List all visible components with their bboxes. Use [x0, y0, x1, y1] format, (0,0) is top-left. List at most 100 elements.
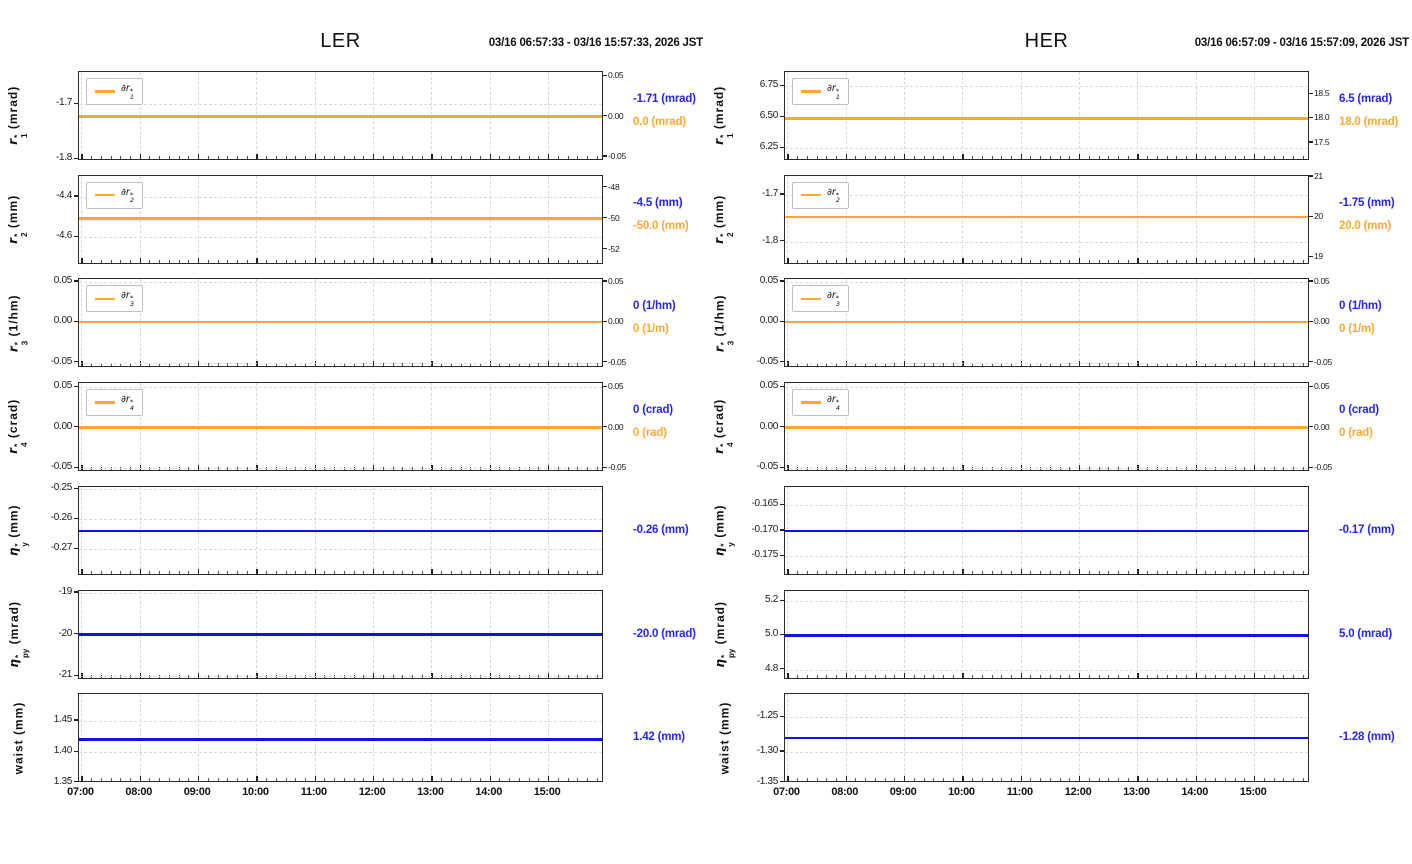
legend-label: ∂r * 1 [121, 83, 134, 101]
x-tick-mark [411, 674, 413, 678]
x-tick-mark [139, 568, 141, 574]
x-tick-mark [470, 363, 472, 367]
x-tick-mark [1254, 776, 1256, 782]
x-tick-mark [816, 674, 818, 678]
x-tick-mark [1254, 672, 1256, 678]
x-tick-mark [305, 778, 307, 782]
x-tick-mark [845, 568, 847, 574]
right-tick-mark [603, 115, 607, 117]
y-tick-label: -0.05 [50, 461, 73, 473]
x-tick-mark [285, 259, 287, 263]
x-tick-mark [1224, 570, 1226, 574]
x-tick-mark [178, 259, 180, 263]
legend-label: ∂r * 3 [121, 290, 134, 308]
x-tick-mark [178, 363, 180, 367]
x-tick-mark [411, 259, 413, 263]
x-tick-mark [1302, 570, 1304, 574]
y-axis-label: η * y (mm) [6, 504, 30, 557]
x-tick-mark [923, 778, 925, 782]
x-tick-mark [577, 156, 579, 159]
x-tick-mark [894, 570, 896, 574]
x-tick-mark [489, 672, 491, 678]
x-tick-mark [100, 156, 102, 159]
legend-box: ∂r * 2 [86, 181, 143, 209]
x-tick-label: 07:00 [67, 786, 94, 799]
x-tick-mark [1059, 778, 1061, 782]
x-tick-mark [538, 674, 540, 678]
y-tick-label: -0.26 [50, 512, 73, 524]
y-tick-label: 0.00 [759, 420, 779, 432]
y-tick-label: 5.2 [764, 594, 778, 606]
y-tick-mark [74, 719, 78, 721]
x-tick-mark [236, 778, 238, 782]
y-tick-mark [74, 280, 78, 282]
x-tick-mark [518, 674, 520, 678]
x-tick-mark [489, 465, 491, 471]
x-tick-mark [1001, 570, 1003, 574]
x-tick-mark [246, 674, 248, 678]
x-tick-mark [343, 259, 345, 263]
x-tick-mark [884, 570, 886, 574]
y-grid-line [79, 489, 602, 491]
x-tick-mark [1079, 672, 1081, 678]
x-tick-mark [1263, 570, 1265, 574]
x-tick-mark [382, 674, 384, 678]
x-tick-mark [1040, 259, 1042, 263]
x-tick-mark [577, 570, 579, 574]
x-grid-line [1137, 175, 1139, 263]
x-grid-line [1137, 590, 1139, 678]
legend-label: ∂r * 1 [827, 83, 840, 101]
x-tick-mark [913, 570, 915, 574]
data-line-orange [785, 117, 1308, 120]
x-tick-mark [1147, 778, 1149, 782]
x-tick-mark [586, 570, 588, 574]
x-tick-mark [188, 156, 190, 159]
x-tick-mark [855, 259, 857, 263]
plot-area: ∂r * 3 [784, 278, 1309, 368]
x-tick-mark [952, 259, 954, 263]
x-tick-mark [586, 156, 588, 159]
y-grid-line [79, 592, 602, 594]
x-tick-mark [91, 570, 93, 574]
x-tick-mark [1205, 259, 1207, 263]
x-tick-mark [816, 778, 818, 782]
x-tick-mark [499, 259, 501, 263]
x-tick-mark [1040, 363, 1042, 367]
x-tick-mark [538, 778, 540, 782]
x-tick-mark [411, 778, 413, 782]
x-tick-mark [894, 674, 896, 678]
y-grid-line [79, 196, 602, 198]
y-tick-mark [74, 102, 78, 105]
y-axis-label: r * 1 (mrad) [6, 85, 30, 146]
x-tick-mark [913, 363, 915, 367]
x-tick-mark [450, 570, 452, 574]
x-tick-mark [1020, 361, 1022, 367]
x-tick-mark [1069, 674, 1071, 678]
x-tick-mark [933, 778, 935, 782]
x-tick-mark [1137, 257, 1139, 263]
x-tick-label: 09:00 [889, 786, 917, 799]
x-tick-mark [1098, 778, 1100, 782]
x-tick-mark [894, 778, 896, 782]
x-tick-mark [285, 778, 287, 782]
y-tick-label: 6.75 [759, 79, 779, 91]
x-tick-mark [1166, 674, 1168, 678]
x-tick-mark [1137, 154, 1139, 159]
x-tick-mark [207, 570, 209, 574]
x-tick-mark [353, 363, 355, 367]
x-tick-mark [480, 570, 482, 574]
x-tick-mark [363, 674, 365, 678]
right-tick-label: 0.05 [1314, 381, 1330, 392]
plot-area: ∂r * 1 [78, 71, 603, 160]
right-tick-mark [1309, 215, 1313, 217]
x-tick-mark [1001, 674, 1003, 678]
x-tick-mark [149, 674, 151, 678]
x-tick-mark [1088, 156, 1090, 159]
x-tick-mark [1011, 674, 1013, 678]
legend-line-swatch [95, 90, 115, 93]
y-tick-label: -21 [58, 669, 72, 681]
x-tick-mark [865, 674, 867, 678]
x-tick-mark [826, 570, 828, 574]
x-tick-label: 12:00 [358, 786, 386, 799]
